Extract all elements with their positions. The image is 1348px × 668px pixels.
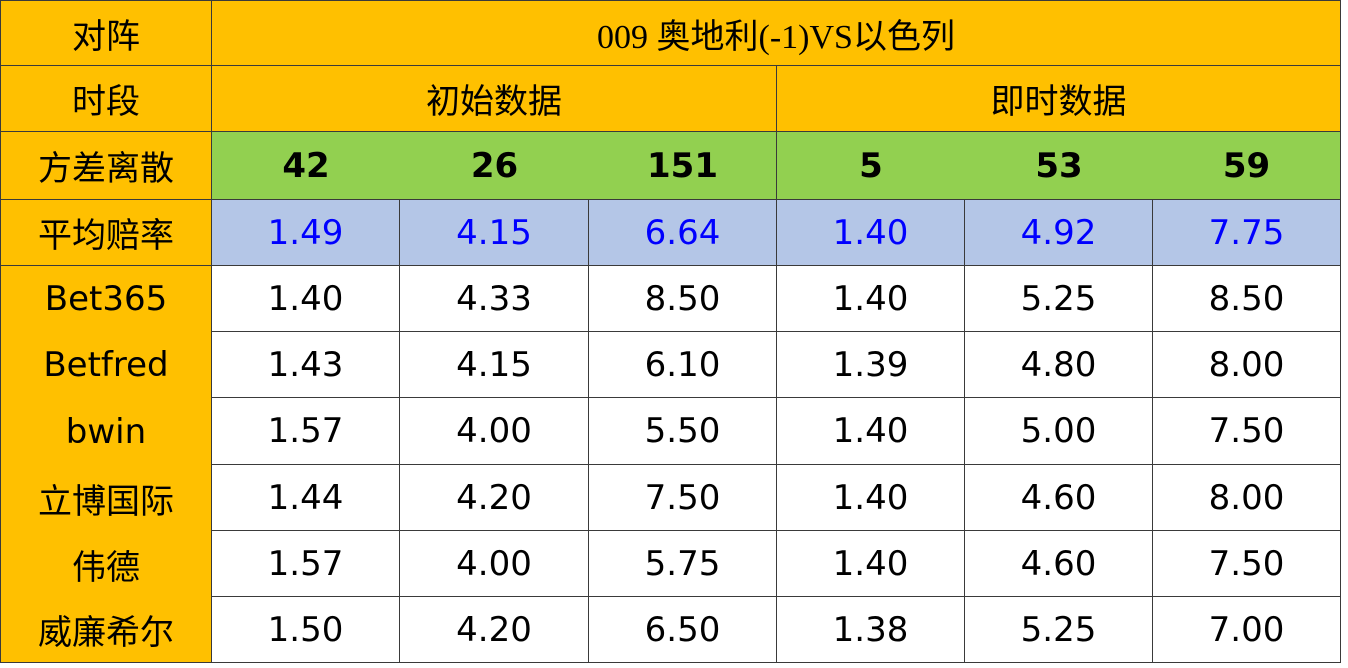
variance-cell: 59 xyxy=(1153,132,1341,200)
odds-cell: 4.15 xyxy=(400,332,589,398)
period-header: 即时数据 xyxy=(777,66,1341,132)
average-cell: 7.75 xyxy=(1153,200,1341,266)
odds-cell: 1.39 xyxy=(777,332,965,398)
average-cell: 4.92 xyxy=(965,200,1153,266)
odds-cell: 4.20 xyxy=(400,597,589,663)
odds-cell: 1.40 xyxy=(777,531,965,597)
odds-cell: 4.60 xyxy=(965,531,1153,597)
odds-cell: 1.40 xyxy=(777,266,965,332)
odds-cell: 1.57 xyxy=(212,398,400,465)
variance-cell: 5 xyxy=(777,132,965,200)
bookmaker-name: 伟德 xyxy=(0,531,212,597)
odds-cell: 1.40 xyxy=(777,465,965,531)
odds-cell: 5.25 xyxy=(965,266,1153,332)
odds-cell: 1.43 xyxy=(212,332,400,398)
bookmaker-name: Betfred xyxy=(0,332,212,398)
row-label: 平均赔率 xyxy=(0,200,212,266)
odds-cell: 8.00 xyxy=(1153,465,1341,531)
odds-cell: 6.10 xyxy=(589,332,777,398)
average-cell: 1.49 xyxy=(212,200,400,266)
odds-cell: 1.38 xyxy=(777,597,965,663)
average-cell: 1.40 xyxy=(777,200,965,266)
average-cell: 6.64 xyxy=(589,200,777,266)
odds-cell: 1.44 xyxy=(212,465,400,531)
odds-cell: 5.50 xyxy=(589,398,777,465)
odds-cell: 8.50 xyxy=(589,266,777,332)
odds-cell: 4.80 xyxy=(965,332,1153,398)
odds-cell: 5.25 xyxy=(965,597,1153,663)
odds-cell: 4.00 xyxy=(400,531,589,597)
odds-cell: 4.20 xyxy=(400,465,589,531)
odds-cell: 7.50 xyxy=(589,465,777,531)
odds-cell: 7.00 xyxy=(1153,597,1341,663)
bookmaker-name: 威廉希尔 xyxy=(0,597,212,663)
average-cell: 4.15 xyxy=(400,200,589,266)
odds-cell: 8.00 xyxy=(1153,332,1341,398)
period-header: 初始数据 xyxy=(212,66,777,132)
match-title: 009 奥地利(-1)VS以色列 xyxy=(212,0,1341,66)
odds-cell: 4.60 xyxy=(965,465,1153,531)
row-label: 时段 xyxy=(0,66,212,132)
bookmaker-name: Bet365 xyxy=(0,266,212,332)
odds-cell: 1.40 xyxy=(777,398,965,465)
variance-cell: 42 xyxy=(212,132,400,200)
odds-cell: 7.50 xyxy=(1153,531,1341,597)
row-label: 方差离散 xyxy=(0,132,212,200)
odds-cell: 6.50 xyxy=(589,597,777,663)
odds-cell: 7.50 xyxy=(1153,398,1341,465)
variance-cell: 53 xyxy=(965,132,1153,200)
odds-cell: 4.33 xyxy=(400,266,589,332)
odds-cell: 4.00 xyxy=(400,398,589,465)
bookmaker-name: bwin xyxy=(0,398,212,465)
odds-cell: 1.40 xyxy=(212,266,400,332)
variance-cell: 26 xyxy=(400,132,589,200)
odds-cell: 8.50 xyxy=(1153,266,1341,332)
odds-cell: 5.00 xyxy=(965,398,1153,465)
odds-cell: 1.50 xyxy=(212,597,400,663)
bookmaker-name: 立博国际 xyxy=(0,465,212,531)
row-label: 对阵 xyxy=(0,0,212,66)
odds-cell: 5.75 xyxy=(589,531,777,597)
odds-cell: 1.57 xyxy=(212,531,400,597)
variance-cell: 151 xyxy=(589,132,777,200)
